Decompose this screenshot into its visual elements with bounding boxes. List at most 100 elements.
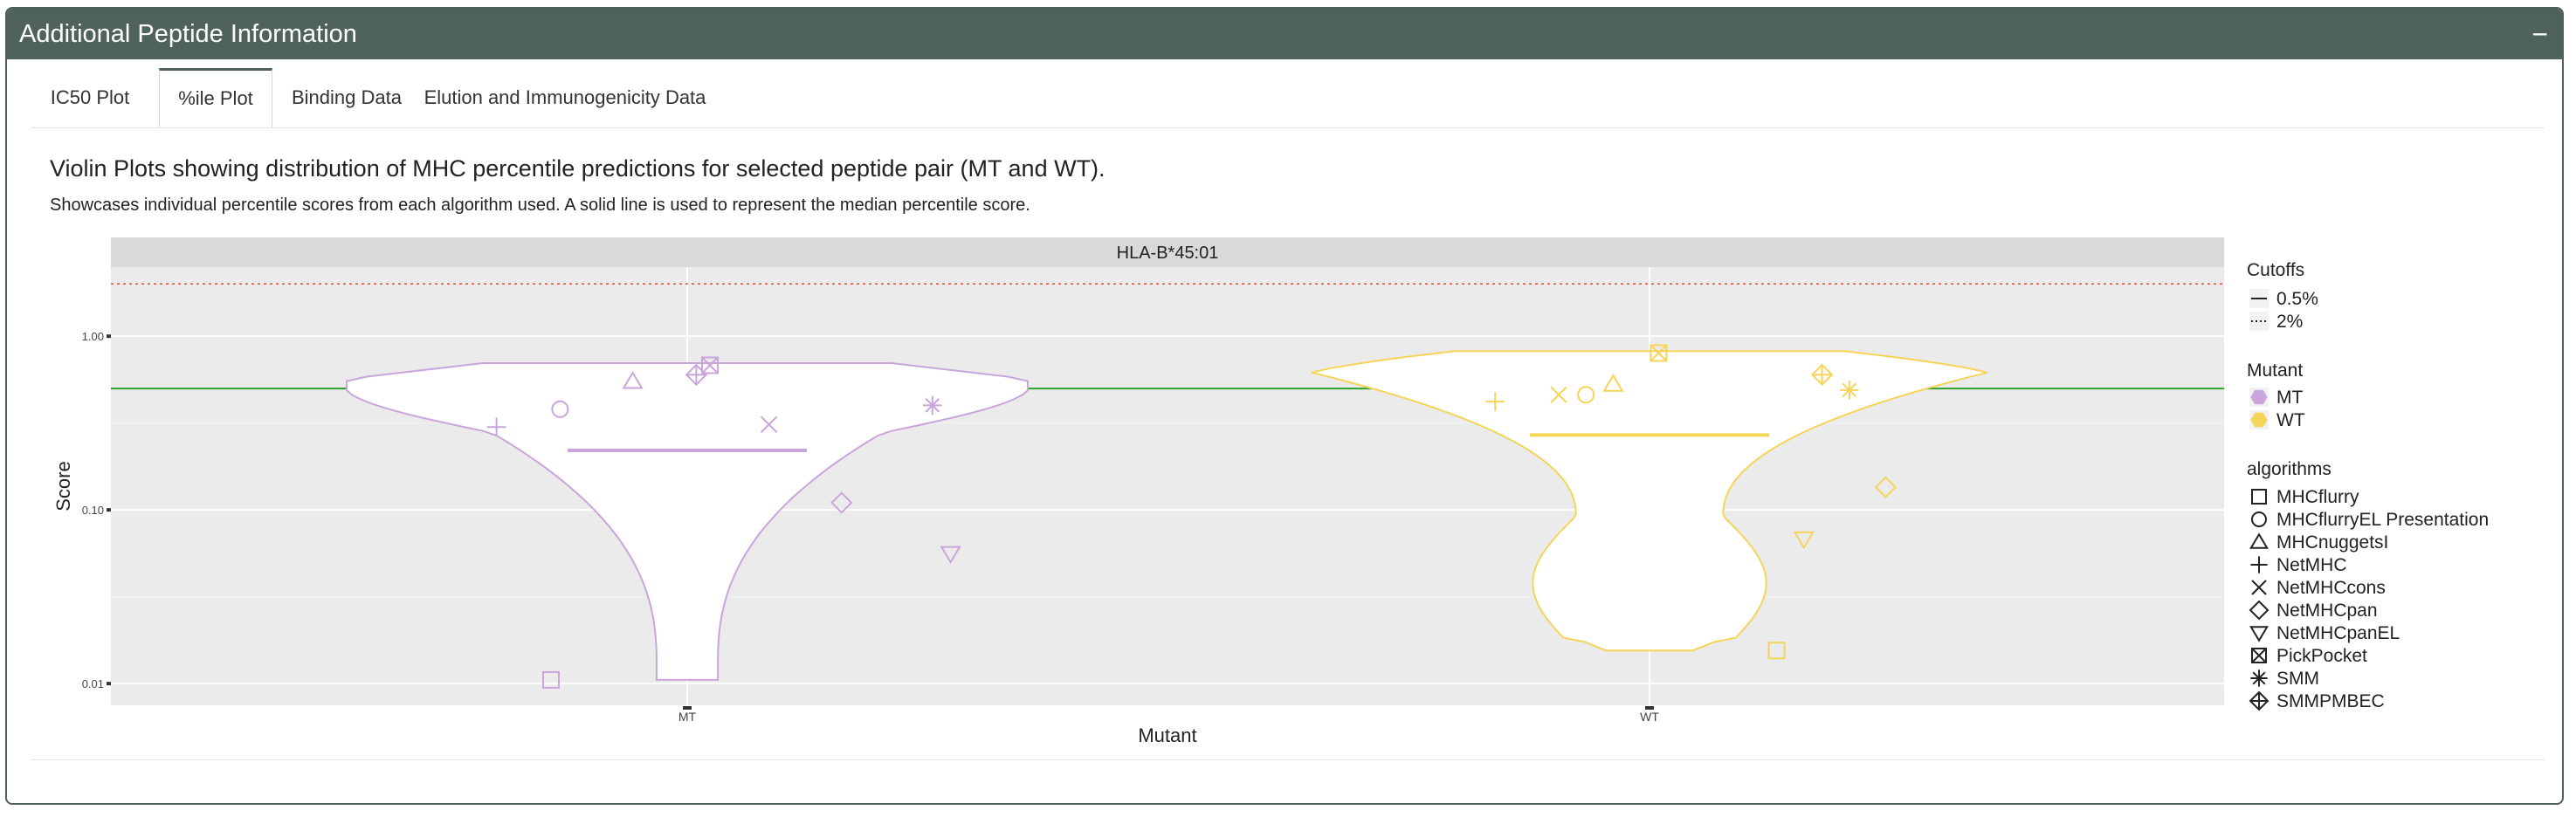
plot-panel bbox=[111, 267, 2224, 705]
legend-algorithm-key bbox=[2249, 600, 2269, 621]
collapse-button[interactable]: − bbox=[2531, 18, 2548, 50]
legend-algorithm-key bbox=[2250, 669, 2268, 687]
tab-binding-data[interactable]: Binding Data bbox=[292, 86, 402, 108]
shape-stroke bbox=[2252, 671, 2266, 685]
shape-diamond bbox=[830, 491, 853, 514]
point-mt bbox=[542, 670, 560, 689]
shape-stroke bbox=[760, 415, 778, 434]
shape-square bbox=[2251, 489, 2267, 505]
shape-triangle bbox=[1602, 374, 1624, 392]
shape-square bbox=[1650, 344, 1668, 362]
legend-algorithm-label: SMM bbox=[2276, 669, 2319, 689]
violin-wt bbox=[1312, 350, 1987, 652]
shape-triangle-down bbox=[940, 546, 961, 565]
x-tick-label: MT bbox=[678, 710, 697, 724]
legend-algorithm-label: NetMHCpan bbox=[2276, 601, 2378, 621]
point-mt bbox=[760, 415, 778, 434]
legend-mutant-key bbox=[2250, 389, 2268, 405]
shape-square bbox=[1767, 642, 1786, 660]
legend-key-bg bbox=[2249, 312, 2269, 331]
shape-square bbox=[542, 670, 560, 689]
shape-square bbox=[701, 356, 719, 374]
legend-title-cutoffs: Cutoffs bbox=[2247, 260, 2304, 280]
legend-algorithm-key bbox=[2251, 511, 2267, 527]
y-tick-label: 1.00 bbox=[82, 330, 104, 343]
x-tick-label: WT bbox=[1640, 710, 1659, 724]
y-tick-label: 0.10 bbox=[82, 504, 104, 517]
panel-header[interactable]: Additional Peptide Information − bbox=[7, 9, 2562, 59]
legend-algorithm-label: MHCflurry bbox=[2276, 487, 2359, 507]
legend-algorithm-label: MHCnuggetsI bbox=[2276, 532, 2388, 553]
shape-stroke bbox=[925, 398, 940, 413]
shape-square bbox=[2251, 648, 2267, 663]
point-mt bbox=[830, 491, 853, 514]
plot-heading: Violin Plots showing distribution of MHC… bbox=[50, 155, 1105, 182]
point-wt bbox=[1810, 363, 1834, 386]
legend-algorithm-label: SMMPMBEC bbox=[2276, 691, 2385, 711]
y-axis-title: Score bbox=[52, 461, 74, 511]
facet-title: HLA-B*45:01 bbox=[1117, 244, 1219, 263]
point-mt bbox=[622, 370, 644, 389]
point-wt bbox=[1874, 476, 1898, 498]
legend-cutoff-label: 0.5% bbox=[2276, 289, 2318, 309]
legend-mutant-label: WT bbox=[2276, 410, 2305, 430]
legend-algorithm-label: PickPocket bbox=[2276, 646, 2367, 666]
shape-stroke bbox=[1550, 386, 1567, 403]
point-wt bbox=[1577, 386, 1595, 404]
point-wt bbox=[1840, 381, 1859, 400]
point-mt bbox=[685, 363, 708, 386]
point-wt bbox=[1485, 392, 1505, 411]
shape-circle bbox=[2251, 511, 2267, 527]
legend-mutant-key bbox=[2250, 412, 2268, 428]
legend-cutoff-label: 2% bbox=[2276, 312, 2303, 332]
point-wt bbox=[1793, 531, 1815, 550]
facet-strip bbox=[111, 237, 2224, 267]
legend-mutant-label: MT bbox=[2276, 388, 2303, 408]
y-tick-label: 0.01 bbox=[82, 677, 104, 690]
shape-stroke bbox=[701, 356, 719, 374]
shape-triangle-down bbox=[2249, 626, 2269, 642]
shape-stroke bbox=[2251, 648, 2267, 663]
plot-tabs: IC50 Plot %ile Plot Binding Data Elution… bbox=[31, 68, 2545, 128]
tab-percentile-plot[interactable]: %ile Plot bbox=[159, 68, 272, 127]
point-wt bbox=[1650, 344, 1668, 362]
shape-triangle bbox=[2249, 532, 2269, 549]
violin-mt bbox=[346, 362, 1029, 681]
point-mt bbox=[486, 417, 506, 437]
point-mt bbox=[701, 356, 719, 374]
tab-ic50-plot[interactable]: IC50 Plot bbox=[50, 86, 130, 108]
tab-elution-immunogenicity[interactable]: Elution and Immunogenicity Data bbox=[424, 86, 706, 108]
shape-diamond bbox=[1874, 476, 1898, 498]
shape-stroke bbox=[1650, 344, 1668, 362]
shape-circle bbox=[1577, 386, 1595, 404]
point-mt bbox=[551, 400, 569, 418]
legend-algorithm-key bbox=[2251, 580, 2267, 595]
point-mt bbox=[940, 546, 961, 565]
legend-algorithm-key bbox=[2249, 532, 2269, 549]
legend-algorithm-label: NetMHCpanEL bbox=[2276, 623, 2400, 643]
legend-algorithm-key bbox=[2249, 626, 2269, 642]
point-wt bbox=[1602, 374, 1624, 392]
shape-stroke bbox=[1842, 382, 1857, 398]
plot-subheading: Showcases individual percentile scores f… bbox=[50, 196, 1030, 215]
legend-algorithm-key bbox=[2251, 489, 2267, 505]
divider bbox=[31, 759, 2545, 760]
shape-triangle bbox=[622, 370, 644, 389]
shape-circle bbox=[551, 400, 569, 418]
legend-algorithm-label: NetMHC bbox=[2276, 555, 2347, 575]
point-mt bbox=[923, 395, 942, 415]
panel-title: Additional Peptide Information bbox=[19, 19, 357, 48]
legend-title-algorithms: algorithms bbox=[2247, 459, 2331, 479]
shape-stroke bbox=[2251, 580, 2267, 595]
point-wt bbox=[1767, 642, 1786, 660]
legend-algorithm-label: MHCflurryEL Presentation bbox=[2276, 510, 2489, 530]
legend-algorithm-label: NetMHCcons bbox=[2276, 578, 2386, 598]
legend-algorithm-key bbox=[2249, 690, 2269, 711]
legend-title-mutant: Mutant bbox=[2247, 360, 2303, 381]
legend-algorithm-key bbox=[2250, 556, 2268, 573]
legend-algorithm-key bbox=[2251, 648, 2267, 663]
shape-diamond bbox=[2249, 600, 2269, 621]
shape-triangle-down bbox=[1793, 531, 1815, 550]
x-axis-title: Mutant bbox=[1138, 724, 1196, 746]
